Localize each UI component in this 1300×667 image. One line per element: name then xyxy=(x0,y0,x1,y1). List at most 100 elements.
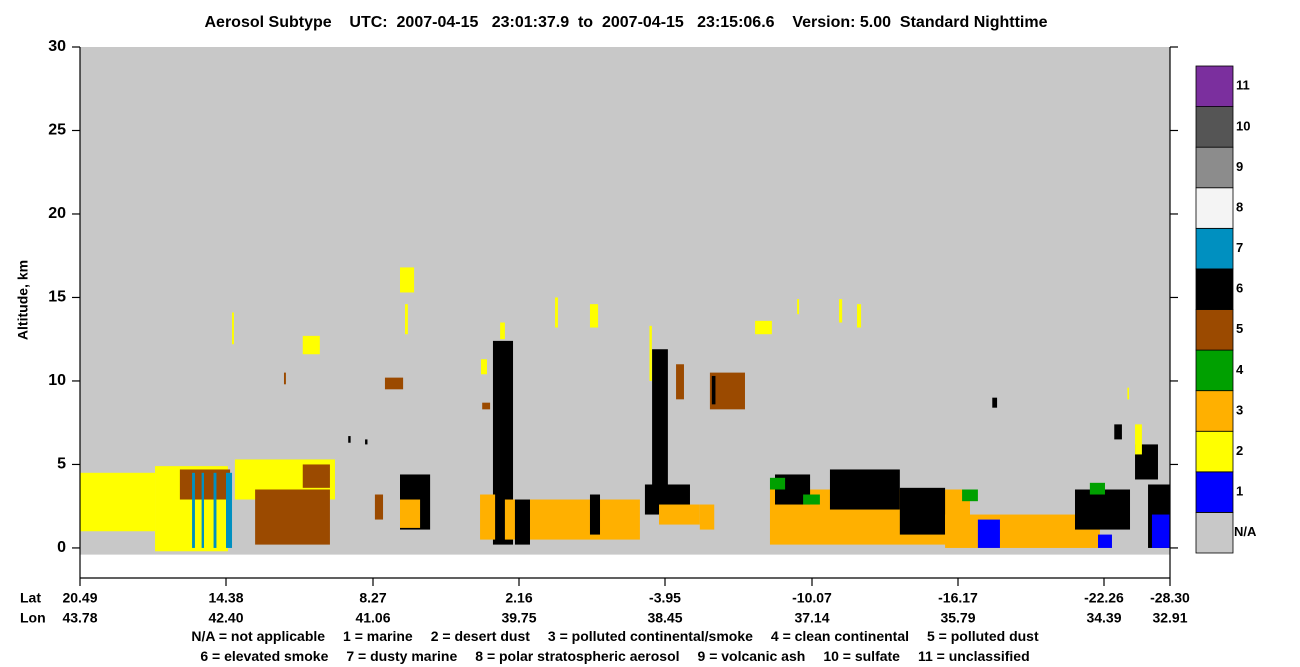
chart-title: Aerosol Subtype UTC: 2007-04-15 23:01:37… xyxy=(205,14,1048,31)
key-entry: 9 = volcanic ash xyxy=(698,648,806,664)
colorbar-label: 11 xyxy=(1236,78,1250,93)
y-tick-label: 5 xyxy=(57,456,66,473)
aerosol-block xyxy=(589,494,601,535)
aerosol-block xyxy=(1098,534,1112,548)
x-tick-label: 14.38 xyxy=(208,590,243,606)
x-tick-label: 2.16 xyxy=(505,590,532,606)
colorbar-swatch xyxy=(1195,430,1234,473)
x-tick-label: -28.30 xyxy=(1150,590,1190,606)
aerosol-block xyxy=(283,372,286,385)
x-tick-label: -22.26 xyxy=(1084,590,1124,606)
aerosol-block xyxy=(365,439,368,445)
colorbar-label: 4 xyxy=(1236,362,1244,377)
aerosol-block xyxy=(1151,514,1170,548)
aerosol-block xyxy=(1114,424,1122,440)
aerosol-block xyxy=(400,267,415,293)
lon-label: 42.40 xyxy=(208,610,243,626)
aerosol-block xyxy=(829,469,900,510)
key-entry: 4 = clean continental xyxy=(771,628,909,644)
key-entry: 7 = dusty marine xyxy=(346,648,457,664)
colorbar-label: N/A xyxy=(1234,524,1257,539)
x-row-label: Lat xyxy=(20,590,41,606)
x-tick-label: 8.27 xyxy=(359,590,386,606)
x-tick-label: -3.95 xyxy=(649,590,681,606)
aerosol-block xyxy=(80,472,156,532)
aerosol-block xyxy=(492,340,514,545)
aerosol-block xyxy=(992,397,998,408)
y-tick-label: 15 xyxy=(48,289,66,306)
aerosol-block xyxy=(500,322,505,340)
lon-label: 41.06 xyxy=(355,610,390,626)
colorbar-swatch xyxy=(1195,227,1234,270)
aerosol-block xyxy=(480,494,496,540)
aerosol-block xyxy=(711,375,716,405)
lon-label: 38.45 xyxy=(647,610,682,626)
aerosol-block xyxy=(649,325,652,381)
lon-label: 34.39 xyxy=(1086,610,1121,626)
colorbar-label: 10 xyxy=(1236,118,1250,133)
key-entry: N/A = not applicable xyxy=(191,628,325,644)
colorbar-label: 8 xyxy=(1236,199,1243,214)
x-tick-label: -16.17 xyxy=(938,590,978,606)
aerosol-block xyxy=(213,472,217,548)
aerosol-block xyxy=(709,372,745,410)
aerosol-block xyxy=(652,349,668,500)
aerosol-block xyxy=(856,304,862,328)
colorbar-swatch xyxy=(1195,146,1234,189)
aerosol-block xyxy=(481,359,487,375)
y-tick-label: 10 xyxy=(48,372,66,389)
y-tick-label: 25 xyxy=(48,122,66,139)
aerosol-block xyxy=(255,489,330,545)
y-axis-label: Altitude, km xyxy=(15,260,31,340)
aerosol-block xyxy=(659,504,700,525)
aerosol-block xyxy=(945,514,1100,548)
aerosol-block xyxy=(384,377,404,390)
key-row: N/A = not applicable 1 = marine 2 = desert… xyxy=(191,628,1039,644)
colorbar-label: 9 xyxy=(1236,159,1243,174)
aerosol-block xyxy=(179,469,231,500)
aerosol-block xyxy=(405,304,408,335)
aerosol-block xyxy=(201,472,205,548)
lon-label: 39.75 xyxy=(501,610,536,626)
aerosol-block xyxy=(839,299,843,323)
colorbar-swatch xyxy=(1195,390,1234,432)
key-entry: 5 = polluted dust xyxy=(927,628,1039,644)
key-entry: 1 = marine xyxy=(343,628,413,644)
aerosol-block xyxy=(797,299,800,315)
colorbar-swatch xyxy=(1195,65,1234,107)
colorbar-label: 3 xyxy=(1236,402,1243,417)
key-entry: 10 = sulfate xyxy=(823,648,900,664)
aerosol-block xyxy=(348,436,351,443)
lon-label: 32.91 xyxy=(1152,610,1187,626)
y-tick-label: 30 xyxy=(48,38,66,55)
aerosol-block xyxy=(514,499,530,545)
aerosol-block xyxy=(226,472,233,548)
key-row: 6 = elevated smoke 7 = dusty marine 8 = po… xyxy=(200,648,1029,664)
key-entry: 8 = polar stratospheric aerosol xyxy=(475,648,679,664)
colorbar-label: 1 xyxy=(1236,484,1243,499)
key-entry: 2 = desert dust xyxy=(431,628,531,644)
aerosol-block xyxy=(302,464,330,488)
aerosol-block xyxy=(1074,489,1131,530)
colorbar-swatch xyxy=(1195,309,1234,351)
aerosol-block xyxy=(676,364,684,400)
x-tick-label: -10.07 xyxy=(792,590,832,606)
colorbar-swatch xyxy=(1195,349,1234,392)
y-tick-label: 0 xyxy=(57,539,66,556)
aerosol-block xyxy=(555,297,558,328)
colorbar-swatch xyxy=(1195,268,1234,310)
key-entry: 11 = unclassified xyxy=(918,648,1030,664)
colorbar-swatch xyxy=(1195,471,1234,513)
colorbar-swatch xyxy=(1195,187,1234,229)
colorbar-swatch xyxy=(1195,106,1234,148)
aerosol-block xyxy=(232,312,234,345)
colorbar-label: 7 xyxy=(1236,240,1243,255)
aerosol-block xyxy=(192,472,195,548)
aerosol-block xyxy=(374,494,384,520)
colorbar-label: 2 xyxy=(1236,443,1243,458)
y-tick-label: 20 xyxy=(48,205,66,222)
lon-label: 43.78 xyxy=(62,610,97,626)
key-entry: 6 = elevated smoke xyxy=(200,648,328,664)
aerosol-block xyxy=(482,402,491,410)
aerosol-block xyxy=(699,504,715,530)
